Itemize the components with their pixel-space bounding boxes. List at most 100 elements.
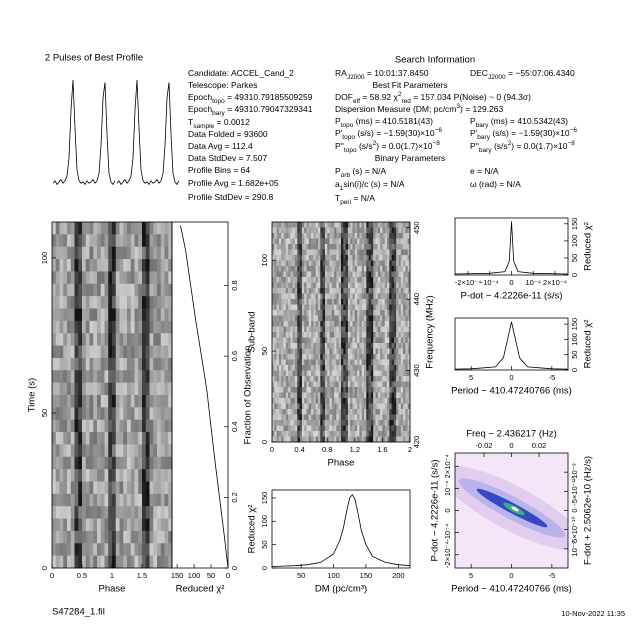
heatmap-cell (293, 233, 296, 239)
heatmap-cell (359, 360, 362, 366)
tick-label: 150 (570, 218, 579, 231)
heatmap-cell (327, 371, 330, 377)
heatmap-cell (108, 321, 112, 334)
heatmap-cell (161, 284, 165, 297)
heatmap-cell (357, 409, 360, 415)
heatmap-cell (385, 426, 388, 432)
heatmap-cell (297, 272, 300, 278)
heatmap-cell (157, 543, 161, 556)
heatmap-cell (380, 431, 383, 437)
heatmap-cell (332, 354, 335, 360)
heatmap-cell (67, 284, 71, 297)
heatmap-cell (336, 233, 339, 239)
heatmap-cell (284, 349, 287, 355)
heatmap-cell (112, 407, 116, 420)
heatmap-cell (123, 556, 127, 569)
heatmap-cell (401, 431, 404, 437)
tick-label: -5 (549, 571, 556, 580)
heatmap-cell (369, 420, 372, 426)
heatmap-cell (362, 426, 365, 432)
heatmap-cell (332, 261, 335, 267)
heatmap-cell (75, 432, 79, 445)
heatmap-cell (366, 266, 369, 272)
heatmap-cell (153, 284, 157, 297)
heatmap-cell (359, 255, 362, 261)
heatmap-cell (123, 444, 127, 457)
heatmap-cell (401, 420, 404, 426)
heatmap-cell (313, 398, 316, 404)
heatmap-cell (138, 358, 142, 371)
heatmap-cell (101, 271, 105, 284)
tick-label: 50 (40, 409, 49, 417)
heatmap-cell (279, 266, 282, 272)
heatmap-cell (295, 393, 298, 399)
heatmap-cell (382, 255, 385, 261)
heatmap-cell (311, 321, 314, 327)
heatmap-cell (120, 543, 124, 556)
heatmap-cell (323, 376, 326, 382)
heatmap-cell (288, 431, 291, 437)
heatmap-cell (323, 250, 326, 256)
heatmap-cell (405, 431, 408, 437)
heatmap-cell (357, 437, 360, 443)
heatmap-cell (318, 437, 321, 443)
heatmap-cell (334, 272, 337, 278)
heatmap-cell (297, 371, 300, 377)
heatmap-cell (323, 420, 326, 426)
heatmap-cell (334, 415, 337, 421)
heatmap-cell (327, 431, 330, 437)
heatmap-cell (343, 371, 346, 377)
heatmap-cell (67, 383, 71, 396)
heatmap-cell (153, 420, 157, 433)
heatmap-cell (392, 338, 395, 344)
info-text: ) = 0.0(1.7)×10 (511, 141, 568, 151)
heatmap-cell (362, 409, 365, 415)
heatmap-cell (279, 283, 282, 289)
heatmap-cell (399, 272, 402, 278)
heatmap-cell (387, 255, 390, 261)
heatmap-cell (405, 382, 408, 388)
heatmap-cell (320, 360, 323, 366)
heatmap-cell (378, 437, 381, 443)
heatmap-cell (288, 288, 291, 294)
heatmap-cell (90, 444, 94, 457)
heatmap-cell (75, 469, 79, 482)
heatmap-cell (116, 444, 120, 457)
heatmap-cell (371, 327, 374, 333)
heatmap-cell (290, 376, 293, 382)
heatmap-cell (336, 398, 339, 404)
heatmap-cell (153, 333, 157, 346)
y-axis-label: Reduced χ² (247, 505, 258, 554)
heatmap-cell (86, 259, 90, 272)
heatmap-cell (380, 261, 383, 267)
heatmap-cell (382, 222, 385, 228)
heatmap-cell (382, 239, 385, 245)
heatmap-cell (75, 358, 79, 371)
heatmap-cell (108, 519, 112, 532)
heatmap-cell (346, 299, 349, 305)
heatmap-cell (373, 239, 376, 245)
heatmap-cell (75, 234, 79, 247)
heatmap-cell (396, 415, 399, 421)
heatmap-cell (316, 371, 319, 377)
heatmap-cell (382, 409, 385, 415)
heatmap-cell (304, 415, 307, 421)
heatmap-cell (277, 360, 280, 366)
heatmap-cell (376, 327, 379, 333)
heatmap-cell (380, 283, 383, 289)
heatmap-cell (279, 365, 282, 371)
heatmap-cell (142, 531, 146, 544)
heatmap-cell (343, 222, 346, 228)
heatmap-cell (86, 271, 90, 284)
heatmap-cell (318, 415, 321, 421)
heatmap-cell (56, 383, 60, 396)
heatmap-cell (343, 360, 346, 366)
heatmap-cell (327, 261, 330, 267)
heatmap-cell (380, 244, 383, 250)
heatmap-cell (396, 420, 399, 426)
heatmap-cell (302, 255, 305, 261)
heatmap-cell (366, 244, 369, 250)
heatmap-cell (146, 358, 150, 371)
heatmap-cell (359, 244, 362, 250)
heatmap-cell (150, 222, 154, 235)
